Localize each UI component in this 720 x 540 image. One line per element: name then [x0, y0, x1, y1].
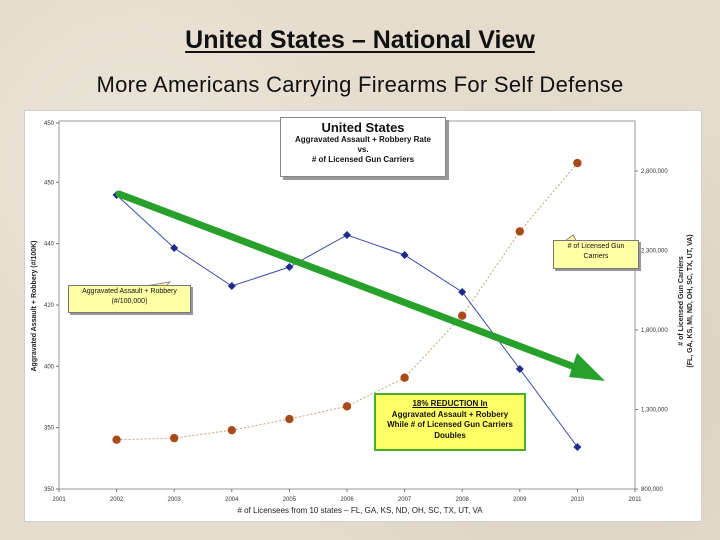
right-axis-ticks: 2,800,000 2,300,000 1,800,000 1,300,000 800,… [635, 169, 668, 493]
assault-point [458, 288, 467, 296]
left-tick-label: 350 [44, 487, 55, 493]
carriers-point [573, 158, 582, 168]
carriers-point [458, 311, 467, 320]
x-tick-label: 2006 [340, 497, 354, 503]
carriers-point [170, 433, 179, 443]
x-axis-ticks: 2001 2002 2003 2004 2005 2006 2007 2008 2009 2010… [52, 489, 642, 503]
left-axis-label: Aggravated Assault + Robbery (#/100K) [31, 240, 38, 371]
slide-title: United States – National View [185, 26, 535, 54]
x-tick-label: 2009 [513, 497, 527, 503]
trend-arrow-head [569, 353, 605, 381]
x-tick-label: 2001 [52, 497, 66, 503]
assault-point [227, 282, 236, 290]
assault-point [573, 443, 582, 451]
carriers-point [112, 435, 121, 444]
left-tick-label: 400 [44, 364, 55, 370]
left-tick-label: 350 [44, 426, 55, 432]
chart-title-box: United States Aggravated Assault + Robbe… [280, 117, 446, 177]
reduction-line4: Doubles [434, 430, 466, 440]
left-tick-label: 450 [44, 121, 55, 127]
carriers-point [515, 227, 524, 236]
right-axis-label-line1: # of Licensed Gun Carriers [678, 256, 685, 346]
series-assault-robbery [112, 191, 582, 451]
x-tick-label: 2003 [168, 497, 182, 503]
x-tick-label: 2010 [571, 497, 585, 503]
trend-arrow-shaft [115, 190, 589, 375]
reduction-line1: 18% REDUCTION In [412, 399, 488, 408]
assault-point [400, 251, 409, 259]
x-tick-label: 2008 [456, 497, 470, 503]
right-axis-label-line2: (FL, GA, KS, MI, ND, OH, SC, TX, UT, VA) [687, 234, 694, 367]
right-tick-label: 800,000 [641, 487, 663, 493]
chart-subtitle-line1: Aggravated Assault + Robbery Rate [295, 135, 431, 144]
carriers-point [227, 425, 236, 435]
assault-point [285, 263, 294, 271]
assault-point [343, 231, 351, 239]
carriers-point [342, 402, 352, 411]
reduction-callout: 18% REDUCTION In Aggravated Assault + Ro… [374, 393, 526, 451]
right-tick-label: 1,300,000 [641, 408, 668, 414]
chart-title: United States [321, 120, 405, 135]
x-tick-label: 2007 [398, 497, 412, 503]
x-tick-label: 2005 [283, 497, 297, 503]
x-tick-label: 2004 [225, 497, 239, 503]
right-tick-label: 2,800,000 [641, 169, 668, 175]
left-tick-label: 440 [44, 242, 55, 248]
assault-point [170, 244, 179, 252]
chart-subtitle-line3: # of Licensed Gun Carriers [311, 155, 415, 164]
left-tick-label: 450 [44, 180, 55, 186]
reduction-line3: While # of Licensed Gun Carriers [387, 420, 513, 429]
left-axis-ticks: 450 450 440 420 400 350 350 [44, 121, 59, 493]
footnote: # of Licensees from 10 states – FL, GA, … [237, 506, 483, 515]
chart-panel: 450 450 440 420 400 350 350 2,800,000 2,300,000… [24, 110, 702, 522]
carriers-series-callout: # of Licensed Gun Carriers [553, 240, 639, 269]
right-tick-label: 2,300,000 [641, 249, 668, 255]
chart-subtitle-line2: vs. [357, 145, 369, 154]
chart-overlay [115, 190, 605, 381]
carriers-point [285, 414, 294, 424]
x-tick-label: 2002 [110, 497, 124, 503]
assault-series-callout: Aggravated Assault + Robbery (#/100,000) [68, 285, 191, 313]
series-gun-carriers [112, 158, 582, 444]
left-tick-label: 420 [44, 303, 55, 309]
x-tick-label: 2011 [629, 497, 643, 503]
reduction-line2: Aggravated Assault + Robbery [391, 409, 509, 419]
slide-subtitle: More Americans Carrying Firearms For Sel… [96, 72, 624, 97]
right-tick-label: 1,800,000 [641, 328, 668, 334]
carriers-point [400, 373, 409, 382]
assault-point [515, 365, 524, 373]
